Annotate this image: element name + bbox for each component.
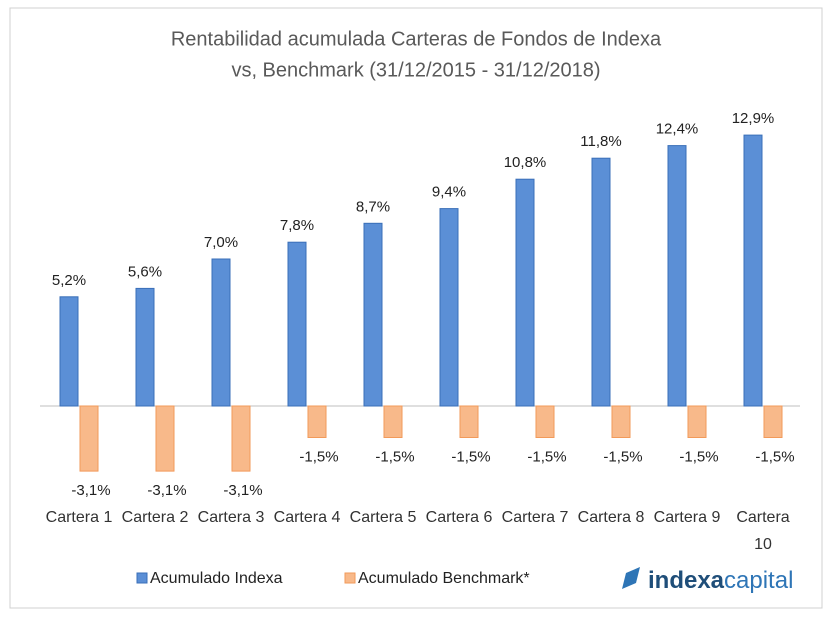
logo-part: indexa — [648, 567, 725, 594]
chart-title: vs, Benchmark (31/12/2015 - 31/12/2018) — [231, 59, 600, 81]
value-label: 5,6% — [128, 263, 162, 280]
x-tick-label: Cartera 4 — [273, 509, 341, 526]
legend-label: Acumulado Indexa — [150, 570, 283, 587]
value-label: -1,5% — [679, 448, 718, 465]
bar — [439, 208, 459, 407]
bar — [535, 405, 555, 438]
bar — [743, 134, 763, 407]
bar — [59, 296, 79, 407]
value-label: 7,0% — [204, 234, 238, 251]
bar — [687, 405, 707, 438]
chart-title: Rentabilidad acumulada Carteras de Fondo… — [171, 28, 662, 50]
logo-part: capital — [724, 567, 793, 594]
x-tick-label: Cartera 2 — [121, 509, 189, 526]
bar — [135, 287, 155, 407]
bar — [79, 405, 99, 472]
bar — [459, 405, 479, 438]
bar — [287, 241, 307, 407]
legend-label: Acumulado Benchmark* — [358, 570, 530, 587]
value-label: -3,1% — [71, 482, 110, 499]
x-tick-label: Cartera 1 — [45, 509, 113, 526]
x-tick-label: Cartera 9 — [653, 509, 721, 526]
value-label: 7,8% — [280, 217, 314, 234]
logo: indexacapital — [648, 567, 793, 594]
x-tick-label: Cartera 3 — [197, 509, 265, 526]
value-label: -3,1% — [223, 482, 262, 499]
bar — [591, 157, 611, 407]
value-label: 10,8% — [504, 154, 547, 171]
x-tick-label: Cartera 7 — [501, 509, 569, 526]
x-tick-label: Cartera 8 — [577, 509, 645, 526]
legend-swatch — [136, 572, 148, 584]
bar — [231, 405, 251, 472]
value-label: 8,7% — [356, 198, 390, 215]
bar — [611, 405, 631, 438]
value-label: -1,5% — [375, 448, 414, 465]
bar — [515, 178, 535, 407]
x-tick-label: Cartera 5 — [349, 509, 417, 526]
x-tick-label: Cartera 6 — [425, 509, 493, 526]
x-tick-label: Cartera 10 — [736, 509, 790, 553]
value-label: -1,5% — [603, 448, 642, 465]
bar — [763, 405, 783, 438]
value-label: -1,5% — [527, 448, 566, 465]
value-label: 9,4% — [432, 184, 466, 201]
bar — [307, 405, 327, 438]
value-label: -1,5% — [451, 448, 490, 465]
value-label: -3,1% — [147, 482, 186, 499]
bar — [211, 258, 231, 407]
value-label: 5,2% — [52, 272, 86, 289]
bar — [155, 405, 175, 472]
value-label: 11,8% — [580, 133, 621, 150]
value-label: -1,5% — [755, 448, 794, 465]
value-label: 12,9% — [732, 110, 775, 127]
value-label: -1,5% — [299, 448, 338, 465]
bar — [363, 222, 383, 407]
legend-swatch — [344, 572, 356, 584]
logo-icon — [622, 567, 640, 589]
bar — [667, 145, 687, 407]
value-label: 12,4% — [656, 121, 699, 138]
bar — [383, 405, 403, 438]
